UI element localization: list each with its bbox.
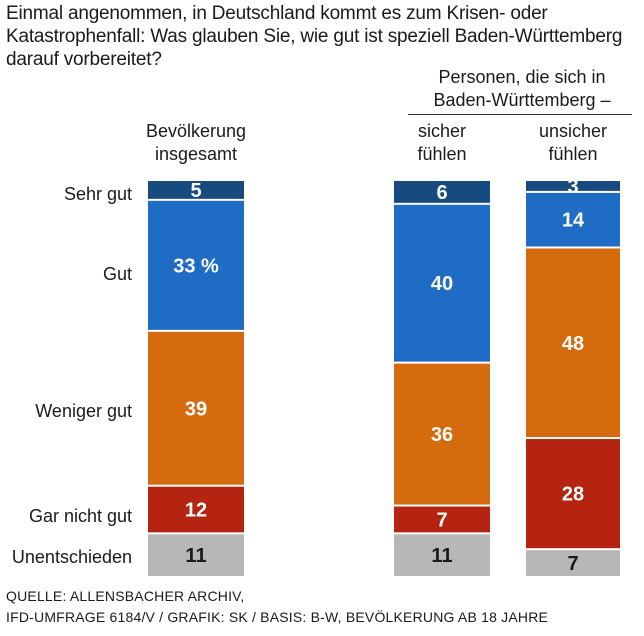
source-line: QUELLE: ALLENSBACHER ARCHIV, bbox=[6, 588, 245, 604]
column-header-secure: sicher fühlen bbox=[394, 120, 490, 166]
source-line: IFD-UMFRAGE 6184/V / GRAFIK: SK / BASIS:… bbox=[6, 609, 549, 625]
value-label-2-2: 48 bbox=[562, 333, 584, 355]
value-label-0-1: 33 % bbox=[173, 255, 219, 277]
bar-segment-0-4 bbox=[148, 534, 244, 576]
value-label-1-3: 7 bbox=[436, 509, 447, 531]
column-header-line: fühlen bbox=[417, 144, 467, 164]
value-label-2-3: 28 bbox=[562, 484, 584, 506]
column-header-total: Bevölkerung insgesamt bbox=[118, 120, 274, 166]
bar-segment-0-1 bbox=[148, 200, 244, 330]
value-label-1-4: 11 bbox=[431, 545, 452, 567]
value-label-1-1: 40 bbox=[431, 273, 453, 295]
value-label-2-0: 3 bbox=[567, 176, 578, 198]
bar-segment-0-2 bbox=[148, 331, 244, 485]
stacked-bar-chart: 5 33 % 39 12 11 6 40 36 7 11 3 14 48 28 7 bbox=[148, 176, 620, 576]
column-header-line: fühlen bbox=[548, 144, 598, 164]
source-note: QUELLE: ALLENSBACHER ARCHIV, IFD-UMFRAGE… bbox=[6, 586, 638, 628]
bar-segment-2-2 bbox=[526, 248, 620, 438]
group-divider bbox=[408, 114, 632, 115]
value-label-1-0: 6 bbox=[436, 182, 447, 204]
value-label-1-2: 36 bbox=[431, 424, 453, 446]
category-label-unentschieden: Unentschieden bbox=[11, 547, 132, 567]
column-header-line: insgesamt bbox=[154, 144, 238, 164]
value-label-0-4: 11 bbox=[185, 545, 206, 567]
category-label-sehr-gut: Sehr gut bbox=[63, 184, 132, 204]
bar-segment-2-4 bbox=[526, 550, 620, 576]
column-header-line: unsicher bbox=[538, 121, 608, 141]
value-label-0-2: 39 bbox=[185, 398, 207, 420]
category-label-gut: Gut bbox=[102, 264, 132, 284]
value-label-0-0: 5 bbox=[190, 180, 201, 202]
value-label-0-3: 12 bbox=[185, 500, 207, 522]
category-label-gar-nicht-gut: Gar nicht gut bbox=[28, 506, 132, 526]
bar-segment-1-4 bbox=[394, 534, 490, 576]
bar-segment-1-0 bbox=[394, 181, 490, 203]
bar-segment-1-1 bbox=[394, 204, 490, 362]
bar-segment-0-3 bbox=[148, 486, 244, 533]
value-label-2-1: 14 bbox=[562, 210, 585, 232]
value-label-2-4: 7 bbox=[567, 553, 578, 575]
bar-segment-1-2 bbox=[394, 363, 490, 505]
column-header-line: Bevölkerung bbox=[145, 121, 247, 141]
bar-segment-2-0 bbox=[526, 181, 620, 191]
bar-segment-0-0 bbox=[148, 181, 244, 199]
bar-segment-2-1 bbox=[526, 192, 620, 247]
bar-segment-1-3 bbox=[394, 506, 490, 533]
chart-title: Einmal angenommen, in Deutschland kommt … bbox=[6, 3, 623, 70]
column-header-insecure: unsicher fühlen bbox=[518, 120, 628, 166]
category-label-weniger-gut: Weniger gut bbox=[35, 401, 132, 421]
column-header-line: sicher bbox=[417, 121, 466, 141]
bar-segment-2-3 bbox=[526, 439, 620, 549]
group-label: Personen, die sich in Baden-Württemberg … bbox=[433, 67, 611, 110]
